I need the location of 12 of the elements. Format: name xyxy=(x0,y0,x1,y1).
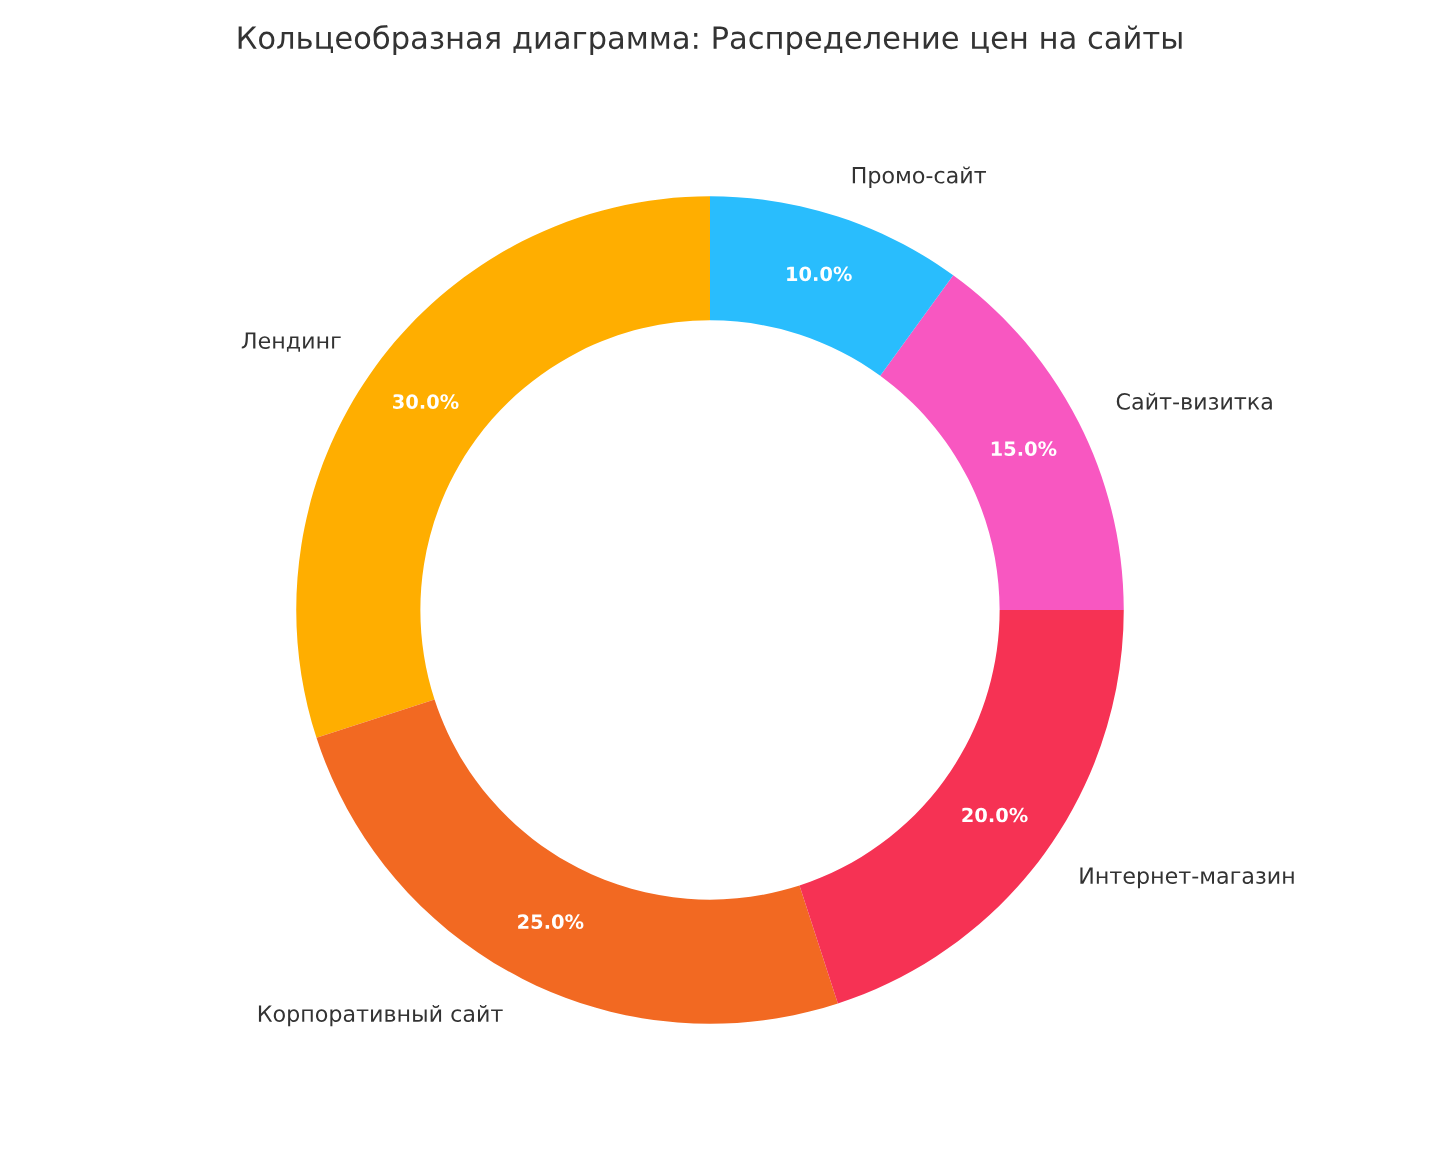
chart-title: Кольцеобразная диаграмма: Распределение цен на сайты xyxy=(238,24,1182,56)
slice-label: Сайт-визитка xyxy=(1116,392,1272,410)
data-label: 25.0% xyxy=(518,914,584,930)
data-label: 15.0% xyxy=(991,441,1057,456)
donut-slice xyxy=(710,196,954,376)
data-label: 10.0% xyxy=(787,266,852,282)
data-label: 20.0% xyxy=(962,807,1028,823)
slice-label: Корпоративный сайт xyxy=(258,1004,503,1027)
slice-label: Промо-сайт xyxy=(852,166,987,188)
slice-label: Лендинг xyxy=(241,332,341,352)
data-label: 30.0% xyxy=(393,394,459,409)
slice-label: Интернет-магазин xyxy=(1080,867,1294,889)
